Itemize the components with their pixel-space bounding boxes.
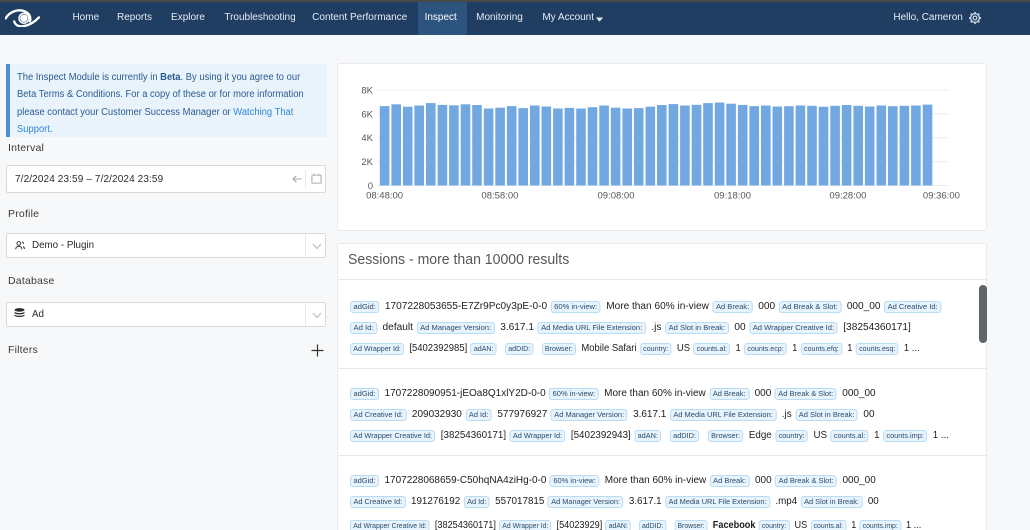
svg-text:08:48:00: 08:48:00 — [366, 191, 403, 202]
svg-text:2K: 2K — [361, 157, 373, 168]
svg-text:6K: 6K — [361, 109, 373, 120]
svg-text:0: 0 — [368, 181, 373, 192]
svg-text:09:18:00: 09:18:00 — [714, 191, 751, 202]
svg-text:09:08:00: 09:08:00 — [598, 191, 635, 202]
svg-text:09:36:00: 09:36:00 — [923, 191, 960, 202]
svg-text:08:58:00: 08:58:00 — [481, 191, 518, 202]
svg-text:09:28:00: 09:28:00 — [829, 191, 866, 202]
svg-text:4K: 4K — [361, 133, 373, 144]
svg-text:8K: 8K — [361, 85, 373, 96]
